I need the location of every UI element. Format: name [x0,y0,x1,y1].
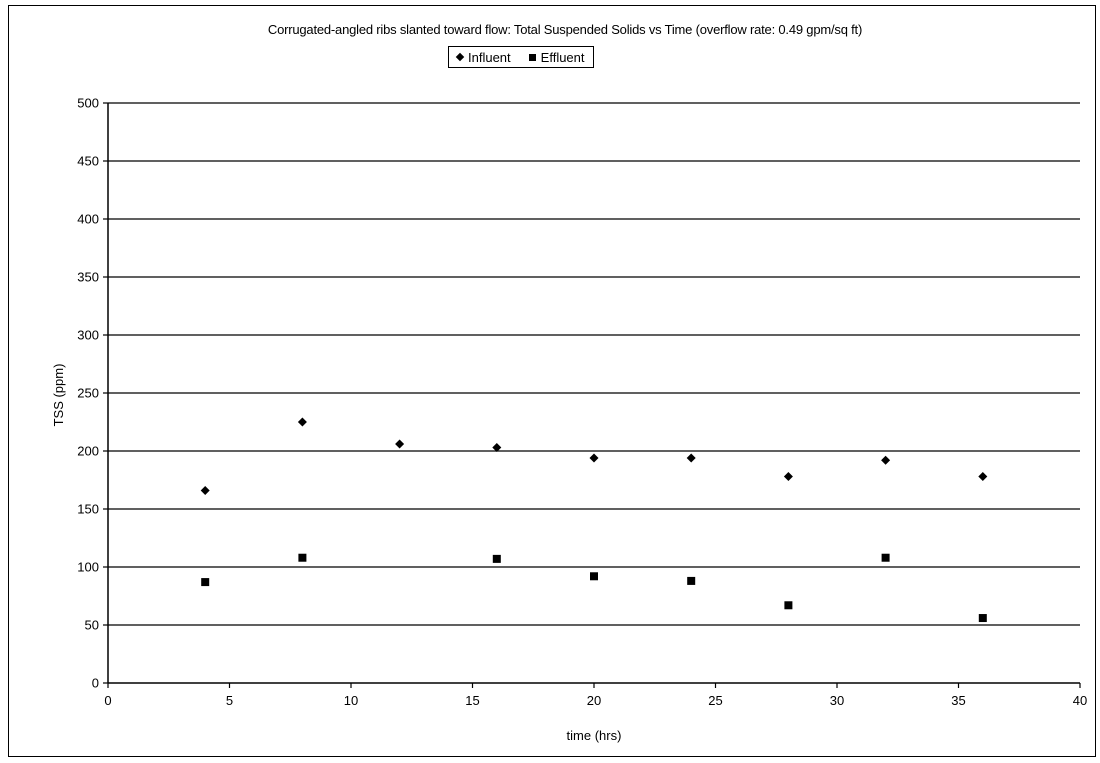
square-marker-icon [528,53,536,61]
effluent-point [492,554,501,563]
influent-point [395,439,405,449]
x-tick-label: 5 [226,693,233,708]
effluent-point [784,601,793,610]
effluent-point [590,572,598,581]
effluent-point [298,553,307,562]
x-tick-label: 10 [344,693,358,708]
x-tick-label: 30 [830,693,844,708]
chart-legend: Influent Effluent [448,46,594,68]
x-tick-label: 25 [708,693,722,708]
legend-item-influent: Influent [455,49,511,65]
y-tick-label: 100 [77,560,99,575]
y-tick-label: 400 [77,212,99,227]
influent-point [492,443,502,453]
effluent-point [687,576,696,585]
influent-point [589,453,599,463]
effluent-point [201,578,210,587]
x-tick-label: 35 [951,693,965,708]
legend-label-influent: Influent [468,49,511,65]
y-tick-label: 300 [77,328,99,343]
axes [103,102,1081,688]
influent-point [978,472,988,482]
y-tick-label: 150 [77,502,99,517]
influent-point [297,417,307,427]
gridlines [108,102,1080,626]
legend-label-effluent: Effluent [540,49,585,65]
data-points [200,417,988,623]
legend-item-effluent: Effluent [528,49,585,65]
x-tick-label: 0 [104,693,111,708]
y-tick-label: 450 [77,154,99,169]
influent-point [200,485,210,495]
influent-point [783,472,793,482]
x-tick-label: 40 [1073,693,1087,708]
influent-point [686,453,696,463]
y-tick-label: 200 [77,444,99,459]
y-tick-label: 350 [77,270,99,285]
x-tick-label: 15 [465,693,479,708]
y-tick-label: 250 [77,386,99,401]
influent-point [881,455,891,465]
chart-frame [8,5,1096,757]
x-tick-label: 20 [587,693,601,708]
y-tick-label: 50 [85,618,99,633]
y-tick-label: 0 [92,676,99,691]
y-tick-label: 500 [77,96,99,111]
effluent-point [978,614,987,623]
y-axis-label: TSS (ppm) [51,364,66,427]
effluent-point [881,553,890,562]
x-axis-label: time (hrs) [567,728,622,743]
tick-labels: 0 50 100 150 200 250 300 350 400 450 500 0 5 10 15 20 25… [77,96,1087,709]
chart-title: Corrugated-angled ribs slanted toward fl… [267,22,863,37]
